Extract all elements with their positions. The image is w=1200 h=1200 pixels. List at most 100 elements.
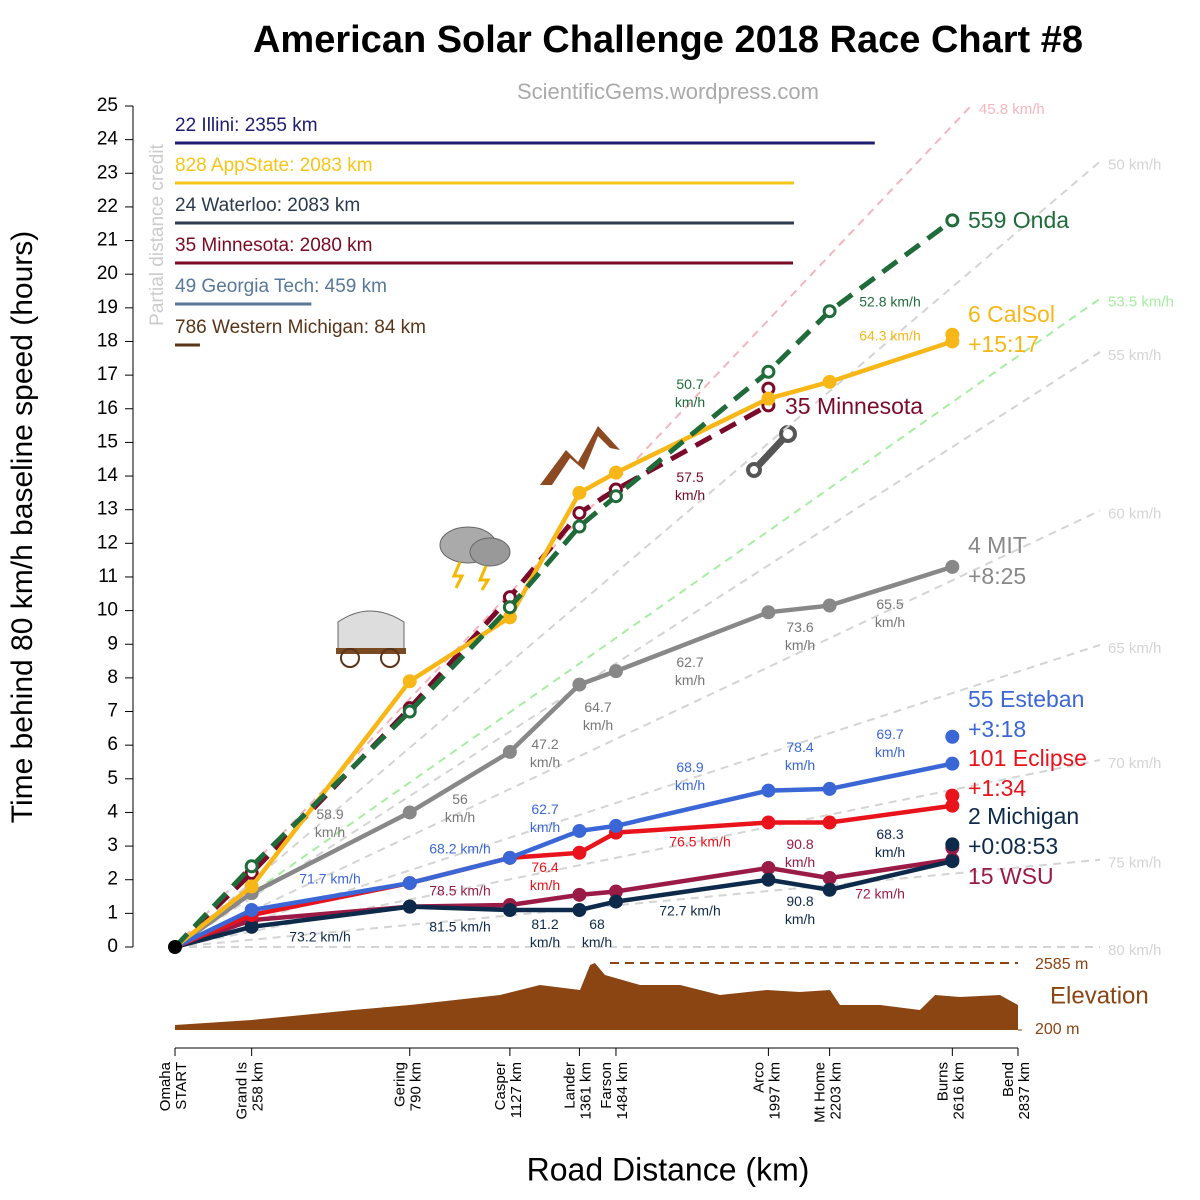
speed-label-line: 47.2 — [531, 736, 558, 752]
speed-label-line: km/h — [675, 777, 705, 793]
wrench-icon — [746, 425, 797, 478]
elevation-area — [175, 963, 1018, 1030]
y-tick-label: 1 — [107, 902, 118, 923]
speed-label-line: 90.8 — [786, 836, 813, 852]
speed-label-line: km/h — [875, 744, 905, 760]
data-point — [822, 598, 837, 613]
x-tick-label: Farson — [598, 1062, 615, 1109]
speed-label: 58.9 km/h — [315, 806, 345, 840]
speed-label-line: 68.3 — [876, 826, 903, 842]
data-point — [502, 600, 517, 615]
speed-label: 69.7 km/h — [875, 726, 905, 760]
speed-label: 50.7 km/h — [675, 376, 705, 410]
baseline — [174, 297, 1101, 948]
data-point — [572, 902, 587, 917]
x-tick-label: 1484 km — [614, 1062, 631, 1120]
data-point — [822, 374, 837, 389]
series-gap: +1:34 — [968, 775, 1026, 801]
speed-label: 64.7 km/h — [583, 699, 613, 733]
x-tick-label: Omaha — [157, 1061, 174, 1111]
chart-title: American Solar Challenge 2018 Race Chart… — [253, 19, 1083, 61]
credit-label: 35 Minnesota: 2080 km — [175, 235, 373, 256]
speed-label: 72 km/h — [855, 886, 905, 902]
final-point — [945, 788, 960, 803]
data-point — [572, 677, 587, 692]
baseline — [174, 509, 1101, 948]
data-point — [502, 610, 517, 625]
y-tick-label: 2 — [107, 869, 118, 890]
x-tick-label: Burns — [934, 1062, 951, 1101]
final-point — [945, 837, 960, 852]
x-tick-label: Gering — [392, 1062, 409, 1107]
y-tick-label: 18 — [97, 330, 118, 351]
speed-label: 47.2 km/h — [530, 736, 560, 770]
data-point — [761, 860, 776, 875]
mountain-icon — [540, 426, 620, 485]
speed-label-line: km/h — [785, 757, 815, 773]
y-tick-label: 8 — [107, 667, 118, 688]
data-point — [572, 845, 587, 860]
x-tick-label: 790 km — [408, 1062, 425, 1111]
y-tick-label: 22 — [97, 196, 118, 217]
speed-label: 72.7 km/h — [659, 903, 720, 919]
x-tick-label: Mt Home — [812, 1062, 829, 1123]
data-point — [572, 823, 587, 838]
speed-label-line: 81.2 — [531, 916, 558, 932]
baseline-label: 55 km/h — [1108, 347, 1161, 364]
data-point — [822, 815, 837, 830]
data-point — [761, 364, 776, 379]
baseline-label: 70 km/h — [1108, 755, 1161, 772]
final-point — [945, 327, 960, 342]
series-label: 559 Onda — [968, 207, 1069, 233]
y-tick-label: 11 — [98, 566, 118, 587]
series-gap: +3:18 — [968, 716, 1026, 742]
data-point — [761, 605, 776, 620]
chart-subtitle: ScientificGems.wordpress.com — [517, 79, 819, 104]
series-label: 55 Esteban — [968, 686, 1084, 712]
speed-label-line: km/h — [445, 809, 475, 825]
data-point — [502, 744, 517, 759]
y-tick-label: 10 — [97, 600, 118, 621]
speed-label-line: 68 — [589, 916, 605, 932]
speed-label: 62.7 km/h — [675, 654, 705, 688]
data-point — [822, 882, 837, 897]
elevation-tick-label: 200 m — [1035, 1021, 1079, 1038]
credit-label: 22 Illini: 2355 km — [175, 115, 318, 136]
speed-label: 76.4 km/h — [530, 859, 560, 893]
speed-label: 76.5 km/h — [669, 834, 730, 850]
x-tick-label: Lander — [561, 1062, 578, 1109]
x-tick-label: Arco — [750, 1062, 767, 1093]
credit-label: 828 AppState: 2083 km — [175, 155, 373, 176]
data-point — [502, 850, 517, 865]
speed-label: 81.5 km/h — [429, 919, 490, 935]
data-point — [244, 902, 259, 917]
speed-label-line: km/h — [315, 824, 345, 840]
speed-label-line: km/h — [875, 614, 905, 630]
speed-label: 78.5 km/h — [429, 883, 490, 899]
x-axis-label: Road Distance (km) — [527, 1151, 810, 1187]
speed-label-line: 62.7 — [676, 654, 703, 670]
baseline-label: 75 km/h — [1108, 855, 1161, 872]
data-point — [945, 559, 960, 574]
data-point — [608, 664, 623, 679]
series-label: 2 Michigan — [968, 803, 1079, 829]
data-point — [945, 854, 960, 869]
speed-label-line: km/h — [582, 934, 612, 950]
data-point — [244, 859, 259, 874]
y-tick-label: 20 — [97, 263, 118, 284]
data-point — [608, 465, 623, 480]
x-tick-label: 2616 km — [950, 1062, 967, 1120]
series: 50.7 km/h 52.8 km/h — [173, 213, 960, 949]
baseline-label: 60 km/h — [1108, 506, 1161, 523]
baseline — [174, 858, 1101, 948]
speed-label-line: km/h — [583, 717, 613, 733]
data-point — [608, 894, 623, 909]
baseline — [174, 351, 1101, 948]
series-line — [173, 218, 954, 949]
speed-label-line: 57.5 — [676, 469, 703, 485]
speed-label: 68.9 km/h — [675, 759, 705, 793]
y-tick-label: 6 — [107, 734, 118, 755]
x-tick-label: START — [173, 1062, 190, 1110]
speed-label-line: 68.9 — [676, 759, 703, 775]
